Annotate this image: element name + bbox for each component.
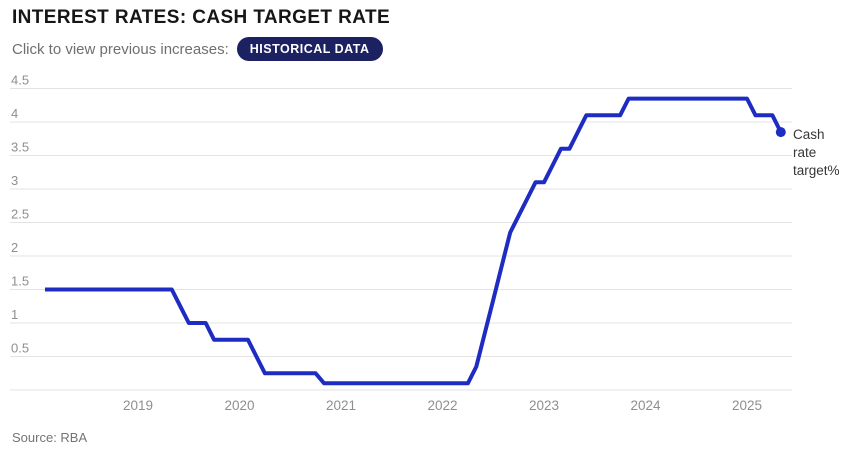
x-tick-label: 2020: [224, 398, 254, 413]
series-label-line: Cash: [793, 127, 825, 142]
y-tick-label: 0.5: [11, 341, 29, 356]
x-tick-label: 2021: [326, 398, 356, 413]
y-tick-label: 3: [11, 173, 18, 188]
y-tick-label: 1.5: [11, 274, 29, 289]
y-tick-label: 4: [11, 106, 18, 121]
page-title: INTEREST RATES: CASH TARGET RATE: [12, 7, 391, 28]
x-tick-label: 2025: [732, 398, 762, 413]
historical-data-button[interactable]: HISTORICAL DATA: [236, 36, 383, 62]
subtitle-row: Click to view previous increases: HISTOR…: [12, 36, 383, 62]
x-tick-label: 2022: [427, 398, 457, 413]
source-note: Source: RBA: [12, 430, 88, 445]
rate-line: [45, 96, 783, 386]
x-tick-label: 2023: [529, 398, 559, 413]
y-tick-label: 2.5: [11, 207, 29, 222]
y-tick-label: 2: [11, 240, 18, 255]
x-tick-label: 2024: [630, 398, 661, 413]
y-tick-label: 4.5: [11, 73, 29, 88]
y-tick-label: 3.5: [11, 140, 29, 155]
line-end-marker: [775, 127, 786, 138]
series-label-line: target%: [793, 163, 840, 178]
x-tick-label: 2019: [123, 398, 153, 413]
y-tick-label: 1: [11, 307, 18, 322]
subtitle-text: Click to view previous increases:: [12, 40, 229, 58]
series-label-line: rate: [793, 145, 816, 160]
